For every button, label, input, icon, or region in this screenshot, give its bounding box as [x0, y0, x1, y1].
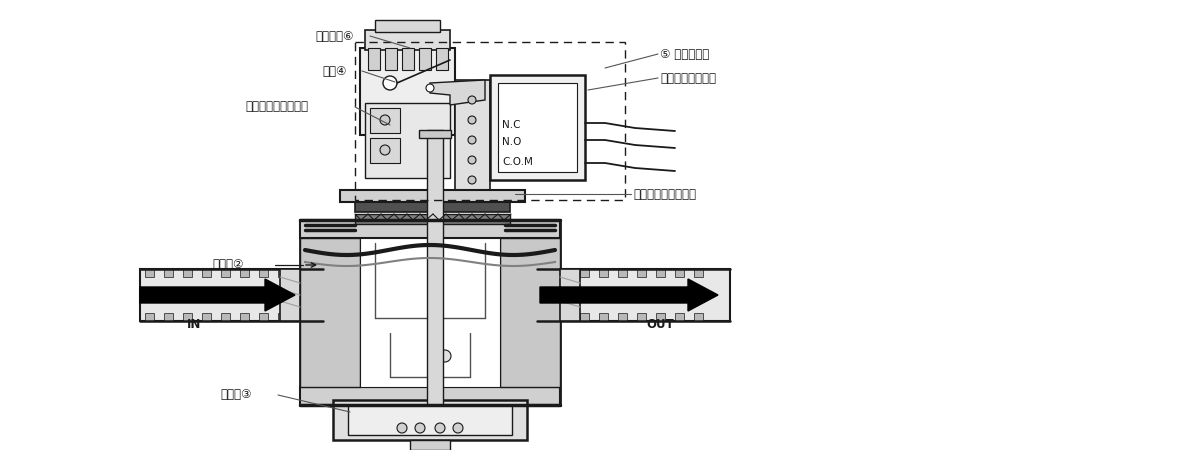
Polygon shape: [657, 313, 665, 321]
Polygon shape: [599, 269, 609, 277]
Polygon shape: [637, 269, 646, 277]
Polygon shape: [278, 269, 288, 277]
Polygon shape: [278, 313, 288, 321]
Polygon shape: [259, 313, 268, 321]
Bar: [300, 387, 559, 405]
Circle shape: [380, 145, 391, 155]
Circle shape: [426, 84, 434, 92]
Bar: [140, 269, 323, 321]
Polygon shape: [674, 269, 684, 277]
Polygon shape: [183, 269, 192, 277]
Bar: [280, 269, 300, 321]
Bar: [436, 48, 448, 70]
Polygon shape: [580, 269, 589, 277]
Polygon shape: [183, 313, 192, 321]
Circle shape: [438, 350, 450, 362]
Circle shape: [453, 423, 462, 433]
Bar: [375, 20, 440, 32]
Bar: [365, 103, 450, 178]
Bar: [426, 130, 443, 405]
Bar: [300, 220, 559, 405]
Bar: [490, 75, 585, 180]
Polygon shape: [637, 313, 646, 321]
Circle shape: [468, 176, 476, 184]
Polygon shape: [164, 313, 173, 321]
Bar: [355, 214, 510, 224]
Polygon shape: [220, 313, 230, 321]
Polygon shape: [240, 269, 249, 277]
Polygon shape: [694, 269, 703, 277]
Text: ロッド③: ロッド③: [220, 388, 252, 401]
Circle shape: [468, 96, 476, 104]
Circle shape: [435, 423, 444, 433]
Text: IN: IN: [187, 318, 201, 331]
Circle shape: [380, 115, 391, 125]
Circle shape: [468, 156, 476, 164]
Polygon shape: [297, 269, 305, 277]
Bar: [559, 269, 580, 321]
Bar: [419, 130, 450, 138]
Polygon shape: [145, 269, 155, 277]
Polygon shape: [541, 269, 551, 277]
Circle shape: [415, 423, 425, 433]
Polygon shape: [657, 269, 665, 277]
Bar: [300, 220, 559, 238]
Bar: [537, 269, 730, 321]
Polygon shape: [164, 269, 173, 277]
Text: ギア④: ギア④: [322, 65, 346, 78]
Polygon shape: [674, 313, 684, 321]
Text: ⑤ 作動レバー: ⑤ 作動レバー: [660, 48, 709, 61]
Circle shape: [397, 423, 407, 433]
Polygon shape: [297, 313, 305, 321]
Text: OUT: OUT: [646, 318, 673, 331]
Text: N.O: N.O: [502, 137, 521, 147]
FancyArrow shape: [540, 279, 718, 311]
Text: マイクロスイッチ: マイクロスイッチ: [660, 72, 716, 85]
Bar: [340, 190, 525, 202]
Text: C.O.M: C.O.M: [502, 157, 533, 167]
Bar: [361, 238, 500, 387]
Bar: [365, 30, 450, 50]
Circle shape: [383, 76, 397, 90]
Polygon shape: [694, 313, 703, 321]
Bar: [370, 138, 400, 163]
Polygon shape: [599, 313, 609, 321]
Bar: [333, 400, 527, 440]
Bar: [410, 440, 450, 450]
Bar: [498, 83, 577, 172]
Bar: [368, 48, 380, 70]
Polygon shape: [259, 269, 268, 277]
Text: ボディ②: ボディ②: [212, 258, 243, 271]
Polygon shape: [618, 313, 627, 321]
Text: 調整ギア⑥: 調整ギア⑥: [315, 30, 353, 43]
Bar: [355, 42, 625, 200]
Bar: [370, 108, 400, 133]
Bar: [385, 48, 397, 70]
Circle shape: [468, 136, 476, 144]
Polygon shape: [561, 269, 570, 277]
Text: N.C: N.C: [502, 120, 520, 130]
Polygon shape: [561, 313, 570, 321]
Bar: [300, 238, 361, 387]
Polygon shape: [541, 313, 551, 321]
Text: 設定流量標示レバー: 設定流量標示レバー: [246, 100, 308, 113]
Polygon shape: [202, 313, 211, 321]
Bar: [361, 48, 455, 135]
Circle shape: [468, 116, 476, 124]
FancyArrow shape: [140, 279, 295, 311]
Polygon shape: [430, 80, 485, 105]
Bar: [455, 80, 490, 195]
Polygon shape: [240, 313, 249, 321]
Polygon shape: [145, 313, 155, 321]
Bar: [500, 238, 559, 387]
Polygon shape: [202, 269, 211, 277]
Polygon shape: [618, 269, 627, 277]
Polygon shape: [580, 313, 589, 321]
Bar: [355, 200, 510, 212]
Bar: [403, 48, 415, 70]
Polygon shape: [220, 269, 230, 277]
Bar: [347, 405, 512, 435]
Text: 保護用ダイヤフラム: 保護用ダイヤフラム: [633, 188, 696, 201]
Bar: [419, 48, 431, 70]
